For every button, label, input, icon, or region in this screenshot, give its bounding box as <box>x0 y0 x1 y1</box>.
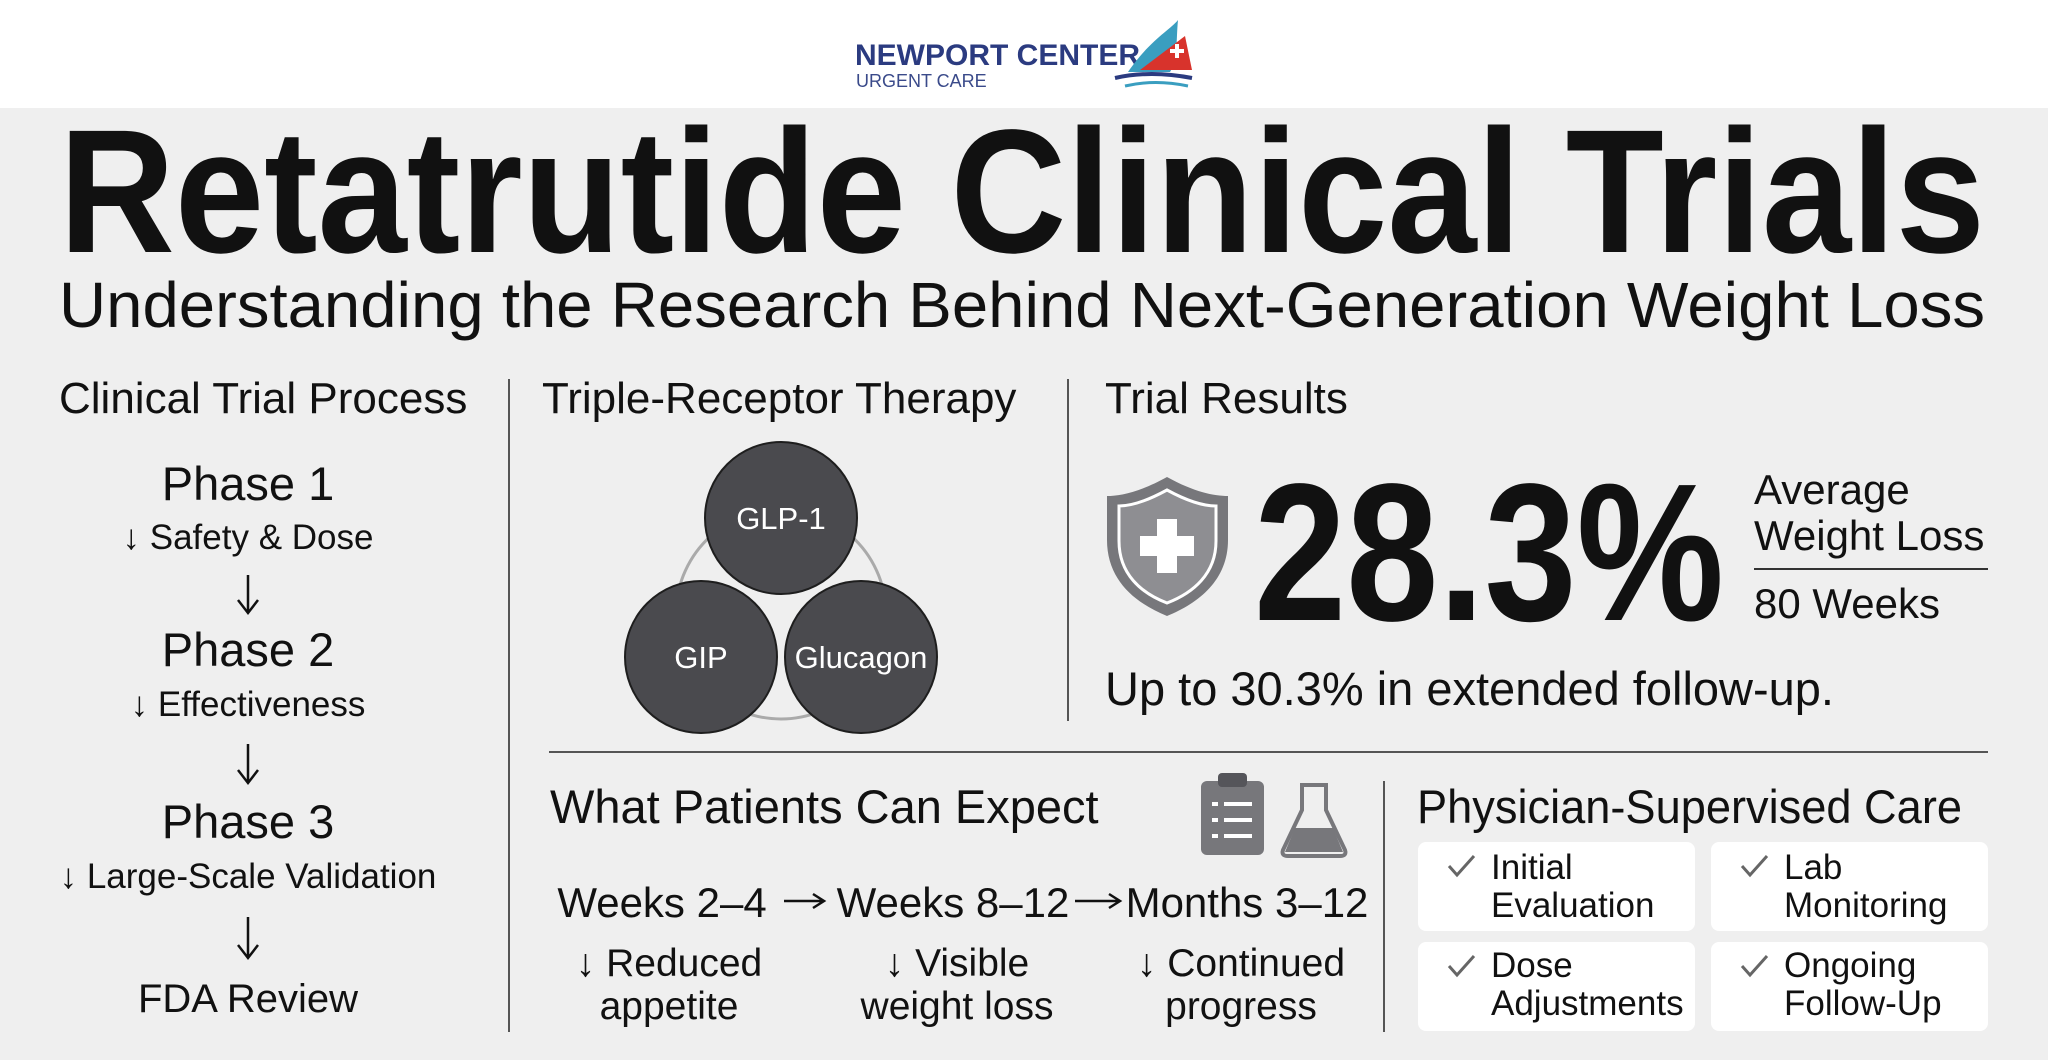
result-label: Average <box>1754 466 1910 513</box>
result-duration: 80 Weeks <box>1754 580 1940 627</box>
shield-icon <box>1107 477 1228 616</box>
receptor-label: GLP-1 <box>736 501 826 536</box>
logo-icon <box>1114 20 1193 88</box>
care-boxes <box>1418 842 1988 1031</box>
phase: Phase 2 <box>162 623 334 676</box>
result-label: Weight Loss <box>1754 512 1984 559</box>
care-item: Monitoring <box>1784 886 1947 925</box>
stage-detail: ↓ Visible <box>885 942 1030 985</box>
care-item: Lab <box>1784 848 1842 887</box>
receptor-label: Glucagon <box>795 640 928 675</box>
section-heading: Physician-Supervised Care <box>1417 780 1962 833</box>
subtitle: Understanding the Research Behind Next-G… <box>59 269 1985 341</box>
result-value: 28.3% <box>1254 443 1724 662</box>
right-arrows <box>784 892 1123 910</box>
receptor-label: GIP <box>674 640 727 675</box>
check-marks <box>1447 854 1769 978</box>
title: Retatrutide Clinical Trials <box>59 94 1985 290</box>
phase-detail: ↓ Effectiveness <box>131 685 366 724</box>
stage-detail: ↓ Continued <box>1137 942 1345 985</box>
phase-detail: ↓ Safety & Dose <box>123 518 374 557</box>
stage-detail: appetite <box>600 985 739 1028</box>
subbrand: URGENT CARE <box>856 71 987 91</box>
care-item: Initial <box>1491 848 1573 887</box>
phase: Phase 1 <box>162 457 334 510</box>
care-item: Dose <box>1491 946 1573 985</box>
stage-detail: weight loss <box>860 985 1054 1028</box>
receptor-circles <box>624 441 938 734</box>
section-heading: Clinical Trial Process <box>59 374 467 423</box>
care-item: Adjustments <box>1491 984 1684 1023</box>
brand: NEWPORT CENTER <box>855 39 1140 72</box>
phase-detail: ↓ Large-Scale Validation <box>60 857 437 896</box>
final-step: FDA Review <box>138 977 358 1021</box>
stage-period: Months 3–12 <box>1126 879 1369 926</box>
section-heading: Triple-Receptor Therapy <box>542 374 1016 423</box>
care-item: Evaluation <box>1491 886 1654 925</box>
down-arrows <box>237 575 259 961</box>
section-heading: Trial Results <box>1105 374 1348 423</box>
stage-detail: ↓ Reduced <box>576 942 762 985</box>
stage-detail: progress <box>1165 985 1317 1028</box>
stage-period: Weeks 2–4 <box>557 879 766 926</box>
result-note: Up to 30.3% in extended follow-up. <box>1105 662 1834 715</box>
care-item: Follow-Up <box>1784 984 1942 1023</box>
header-band <box>0 0 2048 108</box>
flask-icon <box>1280 783 1348 858</box>
care-item: Ongoing <box>1784 946 1916 985</box>
stage-period: Weeks 8–12 <box>837 879 1070 926</box>
clipboard-icon <box>1201 773 1264 855</box>
phase: Phase 3 <box>162 795 334 848</box>
section-heading: What Patients Can Expect <box>550 780 1099 833</box>
